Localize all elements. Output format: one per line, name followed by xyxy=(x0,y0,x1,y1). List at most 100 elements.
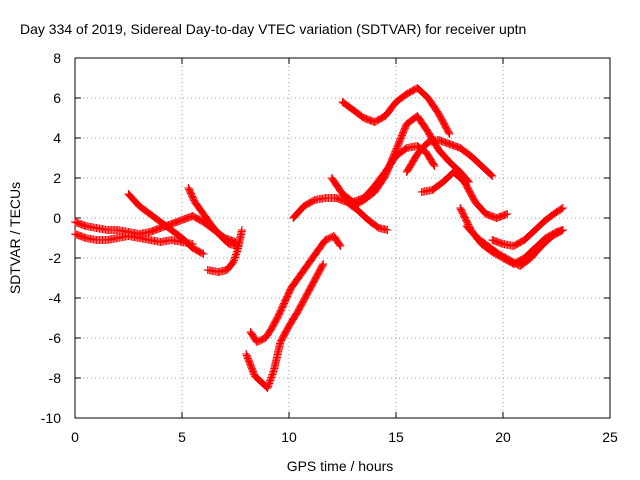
data-point-marks xyxy=(167,226,185,242)
data-point-marks xyxy=(439,169,457,186)
chart-title: Day 334 of 2019, Sidereal Day-to-day VTE… xyxy=(20,21,526,37)
data-point-marks xyxy=(445,158,464,175)
data-point-marks xyxy=(190,198,207,217)
y-tick-label: 6 xyxy=(53,90,61,106)
data-point-marks xyxy=(424,94,442,117)
x-tick-label: 10 xyxy=(281,429,297,445)
data-point-marks xyxy=(329,232,345,250)
x-tick-labels: 0 5 10 15 20 25 xyxy=(71,429,618,445)
data-point-marks xyxy=(233,226,246,254)
data-point-marks xyxy=(250,372,265,385)
x-tick-label: 15 xyxy=(388,429,404,445)
data-point-marks xyxy=(392,90,410,106)
data-point-marks xyxy=(276,323,293,346)
x-tick-label: 5 xyxy=(178,429,186,445)
data-point-marks xyxy=(381,147,400,180)
series-arc-m xyxy=(417,168,512,222)
data-point-marks xyxy=(460,178,479,205)
data-point-marks xyxy=(302,277,318,300)
data-point-marks xyxy=(208,222,224,239)
y-axis-label: SDTVAR / TECUs xyxy=(7,182,23,294)
data-point-marks xyxy=(541,208,560,224)
data-point-marks xyxy=(520,245,538,262)
series-arc-f xyxy=(246,232,345,346)
data-point-marks xyxy=(312,237,329,256)
data-point-marks xyxy=(178,234,196,251)
data-point-marks xyxy=(124,190,143,209)
x-axis-label: GPS time / hours xyxy=(287,458,394,474)
data-point-marks xyxy=(304,249,320,268)
data-point-marks xyxy=(188,212,207,226)
y-tick-label: -6 xyxy=(49,330,62,346)
data-point-marks xyxy=(274,299,289,320)
x-tick-label: 25 xyxy=(602,429,618,445)
data-point-marks xyxy=(289,203,307,222)
data-point-marks xyxy=(222,259,237,274)
data-point-marks xyxy=(188,244,208,258)
data-point-marks xyxy=(338,98,356,114)
data-point-marks xyxy=(267,313,282,332)
data-point-marks xyxy=(145,210,164,226)
data-point-marks xyxy=(156,218,175,234)
data-point-marks xyxy=(285,309,301,330)
data-point-marks xyxy=(370,173,389,196)
data-point-marks xyxy=(434,146,453,165)
y-tick-label: 2 xyxy=(53,170,61,186)
data-point-marks xyxy=(520,227,538,244)
axis-ticks xyxy=(74,57,611,419)
x-tick-label: 0 xyxy=(71,429,79,445)
y-tick-label: -2 xyxy=(49,250,62,266)
data-point-marks xyxy=(327,174,346,197)
y-tick-label: -10 xyxy=(41,410,61,426)
y-tick-label: -4 xyxy=(49,290,62,306)
series-arc-l xyxy=(402,136,497,180)
data-point-marks xyxy=(492,210,512,222)
data-point-marks xyxy=(280,285,295,306)
data-point-marks xyxy=(422,148,439,170)
series-arc-a xyxy=(71,212,240,246)
series-arc-e xyxy=(203,226,246,276)
data-point-marks xyxy=(471,198,489,217)
series-arc-o xyxy=(462,222,567,270)
data-point-marks xyxy=(300,196,318,210)
y-tick-label: -8 xyxy=(49,370,62,386)
data-point-marks xyxy=(462,222,481,241)
data-point-marks xyxy=(456,168,473,186)
series-arc-h xyxy=(289,194,392,234)
data-point-marks xyxy=(526,243,545,262)
series-arc-d xyxy=(184,184,242,250)
data-point-marks xyxy=(270,339,285,374)
x-tick-label: 20 xyxy=(495,429,511,445)
data-point-marks xyxy=(252,334,268,346)
data-point-marks xyxy=(484,242,502,258)
data-point-marks xyxy=(473,234,491,250)
data-point-marks xyxy=(494,250,513,264)
data-point-marks xyxy=(370,112,388,126)
data-point-marks xyxy=(293,293,310,316)
data-point-marks xyxy=(349,106,367,122)
data-point-marks xyxy=(548,226,567,240)
series-arc-g xyxy=(242,260,328,392)
data-point-marks xyxy=(381,99,400,120)
data-point-marks xyxy=(287,273,303,292)
series-arc-c xyxy=(124,190,208,258)
data-point-marks xyxy=(413,112,432,135)
data-point-marks xyxy=(434,110,454,138)
y-tick-labels: -10 -8 -6 -4 -2 0 2 4 6 8 xyxy=(41,50,61,426)
data-point-marks xyxy=(216,232,232,247)
data-point-marks xyxy=(402,151,421,176)
data-point-marks xyxy=(466,152,485,169)
series-layer xyxy=(71,84,567,392)
data-point-marks xyxy=(477,162,497,180)
data-point-marks xyxy=(413,84,431,101)
data-point-marks xyxy=(456,144,474,160)
data-point-marks xyxy=(184,184,199,205)
series-arc-b xyxy=(71,230,197,248)
data-point-marks xyxy=(392,121,411,154)
data-point-marks xyxy=(349,196,367,210)
data-point-marks xyxy=(509,236,528,250)
y-tick-label: 4 xyxy=(53,130,61,146)
series-arc-k xyxy=(338,84,454,138)
y-tick-label: 0 xyxy=(53,210,61,226)
